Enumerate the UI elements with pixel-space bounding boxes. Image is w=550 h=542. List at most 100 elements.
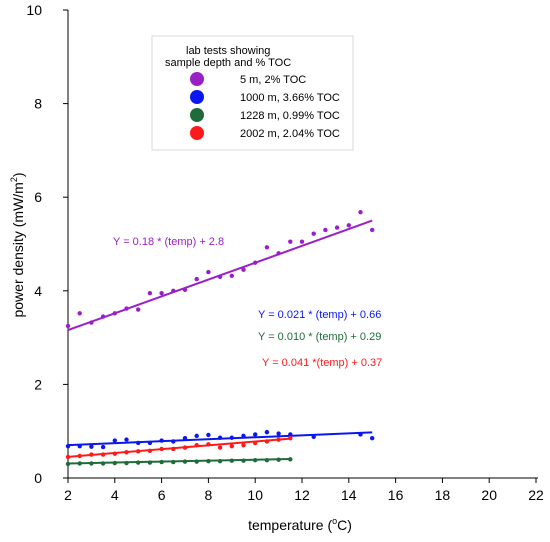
data-point-series-2 (288, 432, 293, 437)
data-point-series-4 (217, 445, 223, 450)
x-tick-label: 14 (341, 487, 357, 503)
data-point-series-1 (370, 227, 375, 233)
data-point-series-1 (276, 251, 281, 256)
data-point-series-3 (264, 458, 270, 463)
data-point-series-2 (276, 431, 281, 436)
data-point-series-1 (206, 269, 211, 275)
data-point-series-3 (276, 457, 281, 462)
data-point-series-3 (159, 459, 164, 465)
data-point-series-3 (206, 458, 211, 464)
data-point-series-4 (147, 448, 153, 454)
x-tick-label: 16 (388, 487, 404, 503)
data-point-series-4 (206, 442, 211, 447)
data-point-series-1 (264, 245, 270, 250)
data-point-series-2 (65, 443, 71, 449)
x-ticks: 2 4 6 8 10 12 14 16 18 20 22 (64, 478, 544, 503)
data-point-series-4 (77, 453, 82, 459)
data-point-series-4 (124, 450, 129, 455)
data-point-series-4 (100, 452, 106, 457)
x-tick-label: 6 (158, 487, 166, 503)
legend-marker-series-1 (190, 72, 204, 86)
x-tick-label: 8 (205, 487, 213, 503)
data-point-series-3 (171, 459, 176, 465)
data-point-series-1 (323, 227, 328, 233)
x-tick-label: 12 (294, 487, 310, 503)
data-point-series-3 (194, 459, 199, 464)
data-point-series-4 (171, 446, 176, 452)
data-point-series-1 (358, 209, 363, 215)
data-point-series-4 (241, 443, 246, 448)
data-point-series-3 (182, 459, 188, 464)
data-point-series-1 (311, 231, 316, 236)
data-point-series-3 (65, 461, 71, 467)
x-tick-label: 22 (528, 487, 544, 503)
data-point-series-2 (206, 432, 211, 438)
data-point-series-2 (124, 437, 129, 442)
y-tick-label: 4 (34, 283, 42, 299)
x-tick-label: 10 (247, 487, 263, 503)
legend-label-series-3: 1228 m, 0.99% TOC (240, 110, 340, 122)
data-point-series-2 (147, 440, 153, 446)
data-point-series-2 (217, 435, 223, 440)
legend-marker-series-3 (190, 108, 204, 122)
data-point-series-3 (124, 460, 129, 466)
data-point-series-4 (288, 436, 293, 441)
data-point-series-2 (241, 433, 246, 439)
data-point-series-3 (100, 461, 106, 466)
data-point-series-2 (159, 438, 164, 443)
data-point-series-4 (159, 446, 164, 452)
data-point-series-1 (89, 320, 94, 325)
data-point-series-1 (147, 290, 153, 296)
data-point-series-3 (288, 457, 293, 462)
data-point-series-1 (334, 225, 340, 230)
data-point-series-1 (229, 273, 234, 279)
y-tick-label: 0 (34, 470, 42, 486)
data-point-series-1 (241, 267, 246, 272)
data-point-series-3 (229, 458, 234, 463)
data-point-series-1 (288, 239, 293, 244)
data-point-series-1 (112, 311, 118, 316)
data-point-series-2 (77, 443, 82, 449)
y-ticks: 0 2 4 6 8 10 (26, 2, 68, 486)
y-tick-label: 6 (34, 189, 42, 205)
equations: Y = 0.18 * (temp) + 2.8 Y = 0.021 * (temp… (113, 236, 382, 369)
data-point-series-2 (171, 439, 176, 444)
data-point-series-2 (194, 433, 199, 439)
data-point-series-2 (311, 434, 316, 440)
data-point-series-4 (264, 439, 270, 444)
data-point-series-2 (136, 440, 141, 446)
legend-items: 5 m, 2% TOC 1000 m, 3.66% TOC 1228 m, 0.99… (190, 72, 340, 140)
data-points (65, 209, 375, 467)
data-point-series-1 (159, 290, 164, 296)
data-point-series-3 (136, 460, 141, 465)
legend-title-line2: sample depth and % TOC (165, 57, 291, 69)
legend-label-series-1: 5 m, 2% TOC (240, 74, 306, 86)
legend-marker-series-4 (190, 126, 204, 140)
data-point-series-1 (124, 306, 129, 311)
data-point-series-3 (241, 458, 246, 463)
legend: lab tests showing sample depth and % TOC… (151, 35, 354, 151)
data-point-series-4 (89, 452, 94, 457)
legend-box (151, 35, 354, 151)
data-point-series-2 (264, 429, 270, 435)
data-point-series-4 (136, 449, 141, 454)
x-tick-label: 20 (481, 487, 497, 503)
equation-label-series-4: Y = 0.041 *(temp) + 0.37 (262, 357, 382, 369)
data-point-series-1 (100, 314, 106, 319)
y-tick-label: 10 (26, 2, 42, 18)
data-point-series-2 (358, 432, 363, 437)
axes (67, 10, 538, 479)
data-point-series-4 (194, 443, 199, 448)
data-point-series-4 (229, 443, 234, 449)
data-point-series-3 (147, 460, 153, 465)
data-point-series-3 (77, 461, 82, 466)
x-axis-title: temperature (oC) (248, 516, 352, 533)
legend-label-series-2: 1000 m, 3.66% TOC (240, 92, 340, 104)
legend-label-series-4: 2002 m, 2.04% TOC (240, 128, 340, 140)
data-point-series-2 (112, 438, 118, 443)
data-point-series-4 (276, 437, 281, 442)
data-point-series-4 (65, 454, 71, 460)
equation-label-series-2: Y = 0.021 * (temp) + 0.66 (258, 309, 381, 321)
data-point-series-1 (136, 307, 141, 312)
